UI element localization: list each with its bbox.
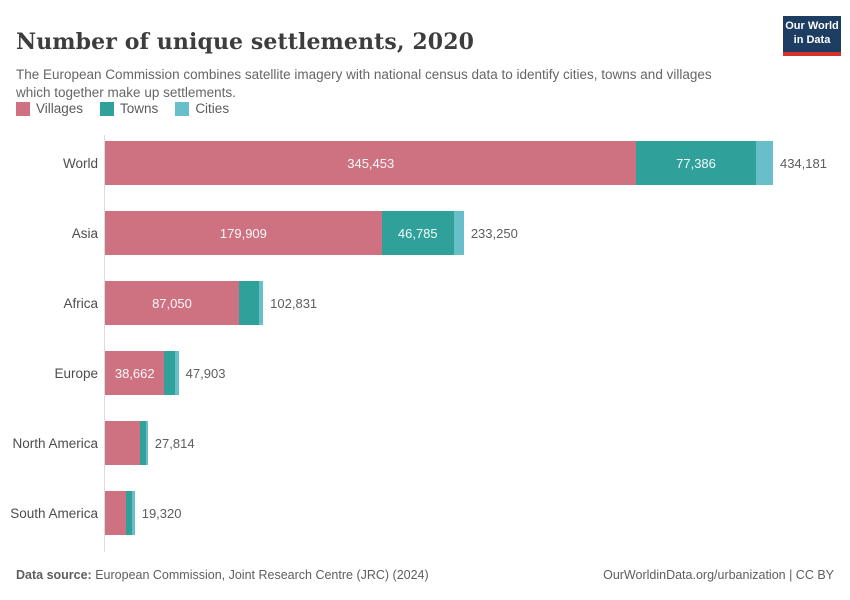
category-label: World [62, 155, 98, 171]
legend-swatch-icon [100, 101, 115, 116]
total-value-label: 434,181 [779, 155, 827, 171]
bar-segment-cities[interactable] [145, 421, 148, 465]
segment-value-label: 345,453 [347, 155, 395, 171]
legend: Villages Towns Cities [16, 101, 229, 116]
stacked-bar[interactable] [105, 491, 135, 535]
segment-value-label: 77,386 [676, 155, 716, 171]
category-label: North America [12, 435, 98, 451]
segment-value-label: 179,909 [219, 225, 267, 241]
segment-value-label: 38,662 [114, 365, 155, 381]
data-source-text: European Commission, Joint Research Cent… [91, 568, 429, 582]
legend-swatch-icon [16, 101, 30, 116]
segment-value-label: 46,785 [397, 225, 438, 241]
bar-segment-towns[interactable] [164, 351, 175, 395]
bar-segment-cities[interactable] [174, 351, 179, 395]
bar-segment-towns[interactable] [126, 491, 132, 535]
stacked-bar[interactable]: 345,453 77,386 [105, 141, 773, 185]
stacked-bar-chart: World 345,453 77,386 434,181 Asia 179,909 46,7… [0, 135, 850, 555]
bar-row-south-america[interactable]: South America 19,320 [0, 491, 850, 535]
legend-item-cities[interactable]: Cities [175, 101, 229, 116]
segment-value-label: 87,050 [152, 295, 192, 311]
bar-segment-villages[interactable] [105, 491, 126, 535]
data-source-label: Data source: [16, 568, 92, 582]
bar-row-asia[interactable]: Asia 179,909 46,785 233,250 [0, 211, 850, 255]
chart-subtitle: The European Commission combines satelli… [16, 66, 712, 101]
legend-label: Villages [36, 101, 84, 116]
bar-segment-villages[interactable]: 38,662 [105, 351, 165, 395]
bar-segment-villages[interactable]: 87,050 [105, 281, 239, 325]
bar-segment-towns[interactable] [139, 421, 146, 465]
bar-segment-cities[interactable] [259, 281, 264, 325]
stacked-bar[interactable] [105, 421, 148, 465]
bar-row-world[interactable]: World 345,453 77,386 434,181 [0, 141, 850, 185]
total-value-label: 47,903 [185, 365, 226, 381]
stacked-bar[interactable]: 179,909 46,785 [105, 211, 464, 255]
data-source: Data source: European Commission, Joint … [16, 568, 429, 582]
bar-segment-towns[interactable] [238, 281, 260, 325]
category-label: Europe [54, 365, 98, 381]
bar-segment-cities[interactable] [453, 211, 464, 255]
bar-segment-villages[interactable] [105, 421, 140, 465]
bar-segment-towns[interactable]: 77,386 [636, 141, 756, 185]
legend-swatch-icon [175, 101, 190, 116]
footer-attribution: OurWorldinData.org/urbanization | CC BY [603, 568, 834, 582]
bar-row-africa[interactable]: Africa 87,050 102,831 [0, 281, 850, 325]
stacked-bar[interactable]: 38,662 [105, 351, 179, 395]
chart-title: Number of unique settlements, 2020 [16, 28, 475, 55]
bar-segment-cities[interactable] [755, 141, 773, 185]
legend-item-villages[interactable]: Villages [16, 101, 83, 116]
legend-label: Towns [120, 101, 159, 116]
total-value-label: 233,250 [470, 225, 518, 241]
total-value-label: 27,814 [154, 435, 195, 451]
total-value-label: 19,320 [141, 505, 182, 521]
category-label: South America [10, 505, 98, 521]
y-axis-line [104, 135, 105, 552]
bar-segment-cities[interactable] [132, 491, 135, 535]
bar-segment-villages[interactable]: 345,453 [105, 141, 637, 185]
owid-logo: Our World in Data [783, 16, 841, 56]
bar-row-north-america[interactable]: North America 27,814 [0, 421, 850, 465]
category-label: Africa [63, 295, 98, 311]
owid-logo-line2: in Data [793, 33, 831, 46]
total-value-label: 102,831 [270, 295, 318, 311]
legend-label: Cities [195, 101, 230, 116]
bar-segment-villages[interactable]: 179,909 [105, 211, 382, 255]
owid-logo-line1: Our World [785, 20, 839, 32]
bar-row-europe[interactable]: Europe 38,662 47,903 [0, 351, 850, 395]
legend-item-towns[interactable]: Towns [100, 101, 158, 116]
category-label: Asia [71, 225, 98, 241]
stacked-bar[interactable]: 87,050 [105, 281, 264, 325]
footer: Data source: European Commission, Joint … [16, 568, 834, 582]
bar-segment-towns[interactable]: 46,785 [381, 211, 454, 255]
